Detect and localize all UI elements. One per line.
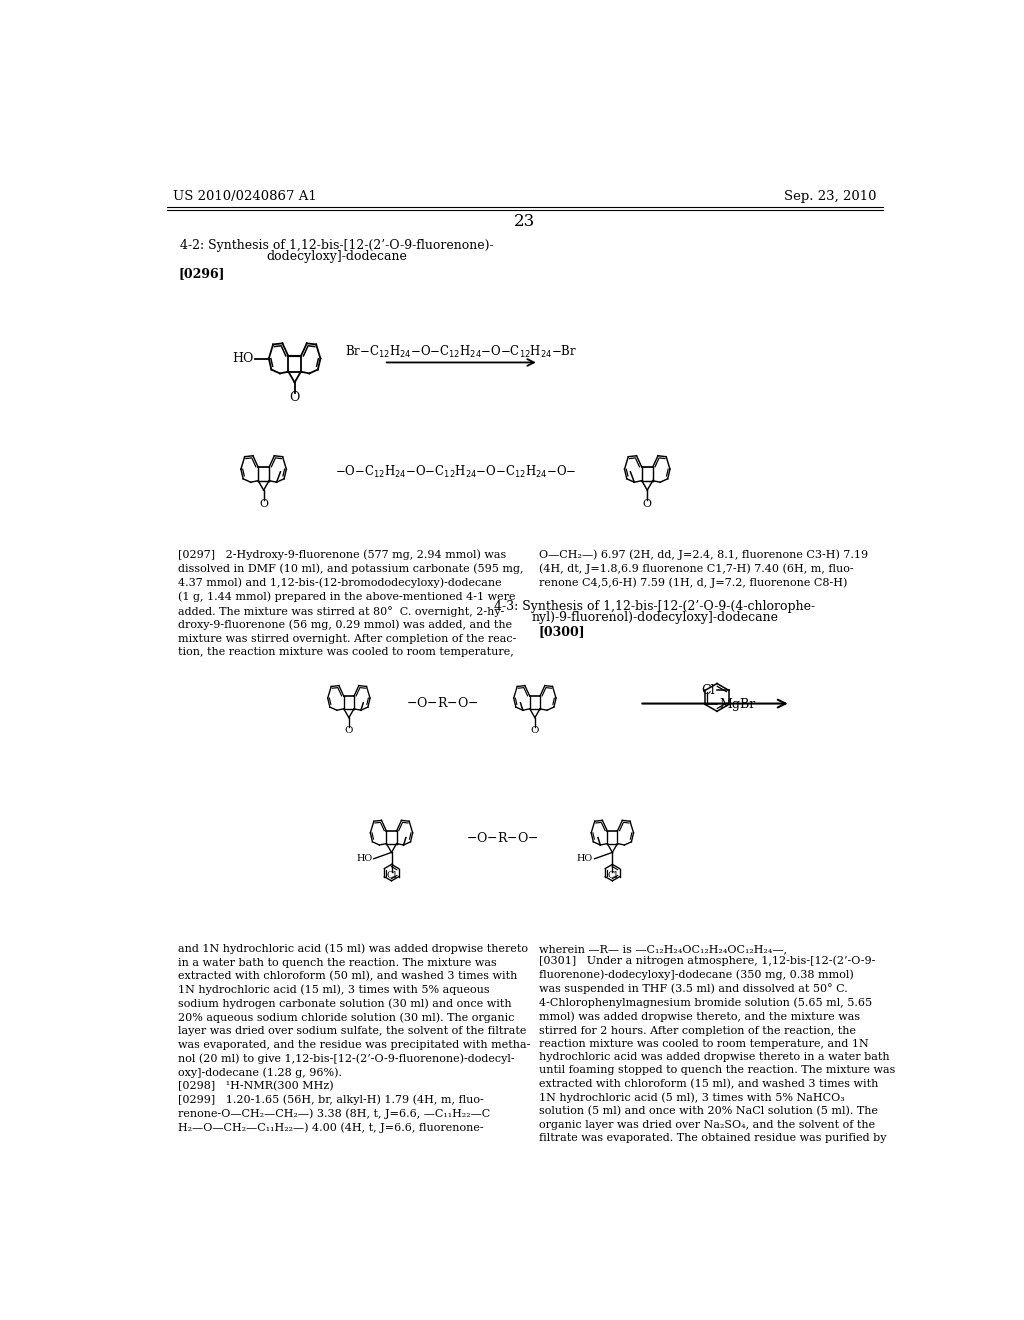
Text: O: O	[643, 499, 651, 508]
Text: Br$-$C$_{12}$H$_{24}$$-$O$-$C$_{12}$H$_{24}$$-$O$-$C$_{12}$H$_{24}$$-$Br: Br$-$C$_{12}$H$_{24}$$-$O$-$C$_{12}$H$_{…	[345, 343, 578, 360]
Text: HO: HO	[577, 854, 593, 863]
Text: and 1N hydrochloric acid (15 ml) was added dropwise thereto
in a water bath to q: and 1N hydrochloric acid (15 ml) was add…	[178, 944, 530, 1134]
Text: nyl)-9-fluorenol)-dodecyloxy]-dodecane: nyl)-9-fluorenol)-dodecyloxy]-dodecane	[531, 611, 778, 624]
Text: 23: 23	[514, 213, 536, 230]
Text: Cl: Cl	[386, 871, 396, 880]
Text: $-$O$-$R$-$O$-$: $-$O$-$R$-$O$-$	[406, 696, 478, 710]
Text: wherein —R— is —C₁₂H₂₄OC₁₂H₂₄OC₁₂H₂₄—,: wherein —R— is —C₁₂H₂₄OC₁₂H₂₄OC₁₂H₂₄—,	[539, 944, 786, 954]
Text: HO: HO	[232, 352, 253, 366]
Text: Cl: Cl	[607, 871, 617, 880]
Text: O: O	[345, 726, 353, 735]
Text: Cl: Cl	[701, 684, 715, 697]
Text: O: O	[290, 391, 300, 404]
Text: [0296]: [0296]	[178, 268, 225, 280]
Text: $-$O$-$R$-$O$-$: $-$O$-$R$-$O$-$	[466, 830, 539, 845]
Text: US 2010/0240867 A1: US 2010/0240867 A1	[173, 190, 316, 203]
Text: HO: HO	[356, 854, 372, 863]
Text: [0301]   Under a nitrogen atmosphere, 1,12-bis-[12-(2’-O-9-
fluorenone)-dodecylo: [0301] Under a nitrogen atmosphere, 1,12…	[539, 956, 895, 1143]
Text: MgBr: MgBr	[719, 698, 755, 711]
Text: O: O	[530, 726, 539, 735]
Text: 4-3: Synthesis of 1,12-bis-[12-(2’-O-9-(4-chlorophe-: 4-3: Synthesis of 1,12-bis-[12-(2’-O-9-(…	[495, 601, 815, 612]
Text: [0300]: [0300]	[539, 624, 586, 638]
Text: [0297]   2-Hydroxy-9-fluorenone (577 mg, 2.94 mmol) was
dissolved in DMF (10 ml): [0297] 2-Hydroxy-9-fluorenone (577 mg, 2…	[178, 549, 524, 657]
Text: O: O	[259, 499, 268, 508]
Text: 4-2: Synthesis of 1,12-bis-[12-(2’-O-9-fluorenone)-: 4-2: Synthesis of 1,12-bis-[12-(2’-O-9-f…	[180, 239, 494, 252]
Text: $-$O$-$C$_{12}$H$_{24}$$-$O$-$C$_{12}$H$_{24}$$-$O$-$C$_{12}$H$_{24}$$-$O$-$: $-$O$-$C$_{12}$H$_{24}$$-$O$-$C$_{12}$H$…	[335, 463, 577, 480]
Text: dodecyloxy]-dodecane: dodecyloxy]-dodecane	[267, 251, 408, 264]
Text: O—CH₂—) 6.97 (2H, dd, J=2.4, 8.1, fluorenone C3-H) 7.19
(4H, dt, J=1.8,6.9 fluor: O—CH₂—) 6.97 (2H, dd, J=2.4, 8.1, fluore…	[539, 549, 868, 589]
Text: Sep. 23, 2010: Sep. 23, 2010	[784, 190, 877, 203]
